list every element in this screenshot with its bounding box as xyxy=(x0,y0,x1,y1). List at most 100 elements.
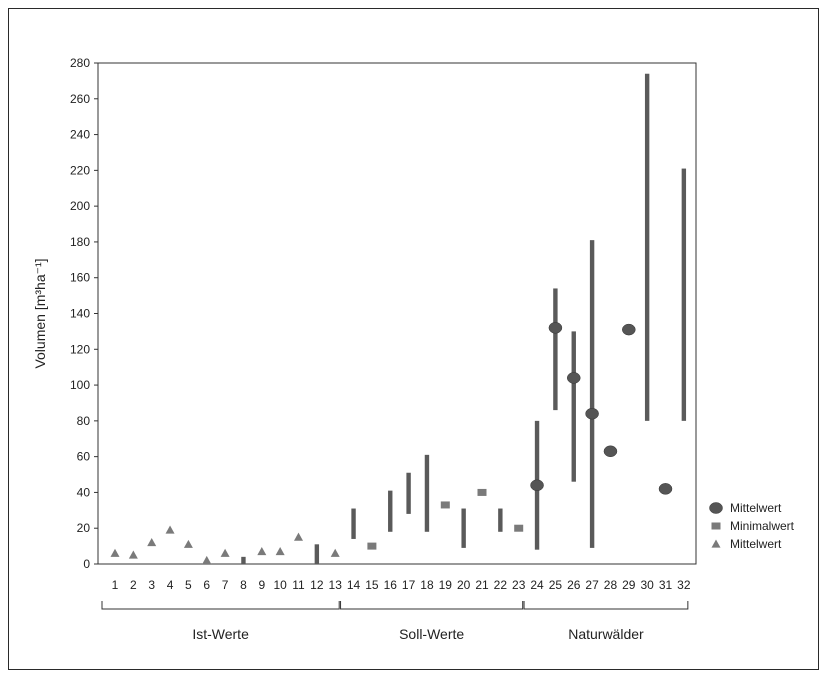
ellipse-point xyxy=(658,483,673,495)
x-tick-label: 6 xyxy=(203,578,210,592)
x-tick-label: 3 xyxy=(148,578,155,592)
triangle-point xyxy=(183,539,193,548)
y-tick-label: 280 xyxy=(70,56,90,70)
y-tick-label: 0 xyxy=(83,557,90,571)
x-tick-label: 28 xyxy=(604,578,618,592)
group-label: Soll-Werte xyxy=(399,626,464,642)
x-tick-label: 17 xyxy=(402,578,416,592)
group-bracket xyxy=(101,601,340,610)
range-bar xyxy=(424,454,430,532)
y-tick-label: 160 xyxy=(70,271,90,285)
legend-square-marker xyxy=(711,522,721,530)
triangle-point xyxy=(110,548,120,557)
triangle-point xyxy=(128,550,138,559)
group-label: Naturwälder xyxy=(568,626,644,642)
ellipse-point xyxy=(622,323,636,336)
x-tick-label: 9 xyxy=(258,578,265,592)
range-bars xyxy=(241,73,687,564)
x-tick-label: 7 xyxy=(222,578,229,592)
x-tick-label: 20 xyxy=(457,578,471,592)
x-tick-label: 25 xyxy=(549,578,563,592)
x-tick-label: 19 xyxy=(439,578,453,592)
y-tick-label: 220 xyxy=(70,163,90,177)
y-tick-label: 100 xyxy=(70,378,90,392)
x-tick-label: 2 xyxy=(130,578,137,592)
x-tick-label: 23 xyxy=(512,578,526,592)
x-tick-label: 5 xyxy=(185,578,192,592)
triangle-point xyxy=(275,546,285,556)
x-tick-label: 24 xyxy=(530,578,544,592)
ellipse-point xyxy=(585,407,599,420)
ellipse-point xyxy=(530,479,544,492)
ellipse-point xyxy=(548,322,563,334)
triangle-point xyxy=(202,555,212,565)
group-bracket xyxy=(340,601,524,610)
y-axis-title: Volumen [m³ha⁻¹] xyxy=(32,258,48,368)
triangle-point xyxy=(330,548,340,557)
range-bar xyxy=(498,508,503,532)
range-bar xyxy=(241,556,246,564)
ellipse-point xyxy=(567,372,581,384)
group-bracket xyxy=(523,601,689,610)
x-tick-label: 8 xyxy=(240,578,247,592)
x-tick-label: 11 xyxy=(292,578,305,592)
range-bar xyxy=(351,508,356,539)
y-tick-label: 240 xyxy=(70,128,90,142)
legend-label: Minimalwert xyxy=(730,519,795,533)
x-tick-label: 16 xyxy=(384,578,398,592)
axes: 0204060801001201401601802002202402602801… xyxy=(70,56,691,592)
y-tick-label: 20 xyxy=(77,521,91,535)
range-bar xyxy=(553,288,558,411)
legend-ellipse-marker xyxy=(709,502,723,514)
legend-label: Mittelwert xyxy=(730,501,782,515)
x-tick-label: 1 xyxy=(112,578,119,592)
triangle-point xyxy=(257,546,267,556)
range-bar xyxy=(461,508,466,548)
range-bar xyxy=(644,73,650,421)
x-tick-label: 32 xyxy=(677,578,691,592)
group-brackets: Ist-Werte Soll-Werte Naturwälder xyxy=(101,601,689,642)
triangle-point xyxy=(147,538,157,547)
y-tick-label: 140 xyxy=(70,307,90,321)
y-tick-label: 120 xyxy=(70,342,90,356)
data-points xyxy=(110,322,673,565)
x-tick-label: 13 xyxy=(329,578,343,592)
plot-area xyxy=(97,62,697,565)
ellipse-point xyxy=(603,445,618,458)
x-tick-label: 26 xyxy=(567,578,581,592)
range-bar xyxy=(571,331,576,482)
legend: Mittelwert Minimalwert Mittelwert xyxy=(709,501,795,551)
x-tick-label: 10 xyxy=(273,578,287,592)
range-bar xyxy=(589,240,595,548)
x-tick-label: 27 xyxy=(585,578,599,592)
x-tick-label: 14 xyxy=(347,578,361,592)
y-tick-label: 40 xyxy=(77,485,91,499)
range-bar xyxy=(681,168,687,421)
x-tick-label: 29 xyxy=(622,578,636,592)
triangle-point xyxy=(165,525,175,534)
square-point xyxy=(440,501,450,509)
y-tick-label: 200 xyxy=(70,199,90,213)
range-bar xyxy=(314,544,320,564)
x-tick-label: 15 xyxy=(365,578,379,592)
x-tick-label: 12 xyxy=(310,578,324,592)
legend-label: Mittelwert xyxy=(730,537,782,551)
square-point xyxy=(367,542,377,550)
x-tick-label: 21 xyxy=(475,578,489,592)
x-tick-label: 4 xyxy=(167,578,174,592)
y-tick-label: 80 xyxy=(77,414,91,428)
y-tick-label: 260 xyxy=(70,92,90,106)
triangle-point xyxy=(294,532,303,541)
group-label: Ist-Werte xyxy=(192,626,249,642)
square-point xyxy=(477,488,487,496)
range-bar xyxy=(406,472,411,514)
y-tick-label: 60 xyxy=(77,450,91,464)
range-bar xyxy=(388,490,393,532)
x-tick-label: 31 xyxy=(659,578,673,592)
legend-triangle-marker xyxy=(711,539,721,548)
x-tick-label: 18 xyxy=(420,578,434,592)
x-tick-label: 30 xyxy=(640,578,654,592)
y-tick-label: 180 xyxy=(70,235,90,249)
triangle-point xyxy=(220,548,230,557)
